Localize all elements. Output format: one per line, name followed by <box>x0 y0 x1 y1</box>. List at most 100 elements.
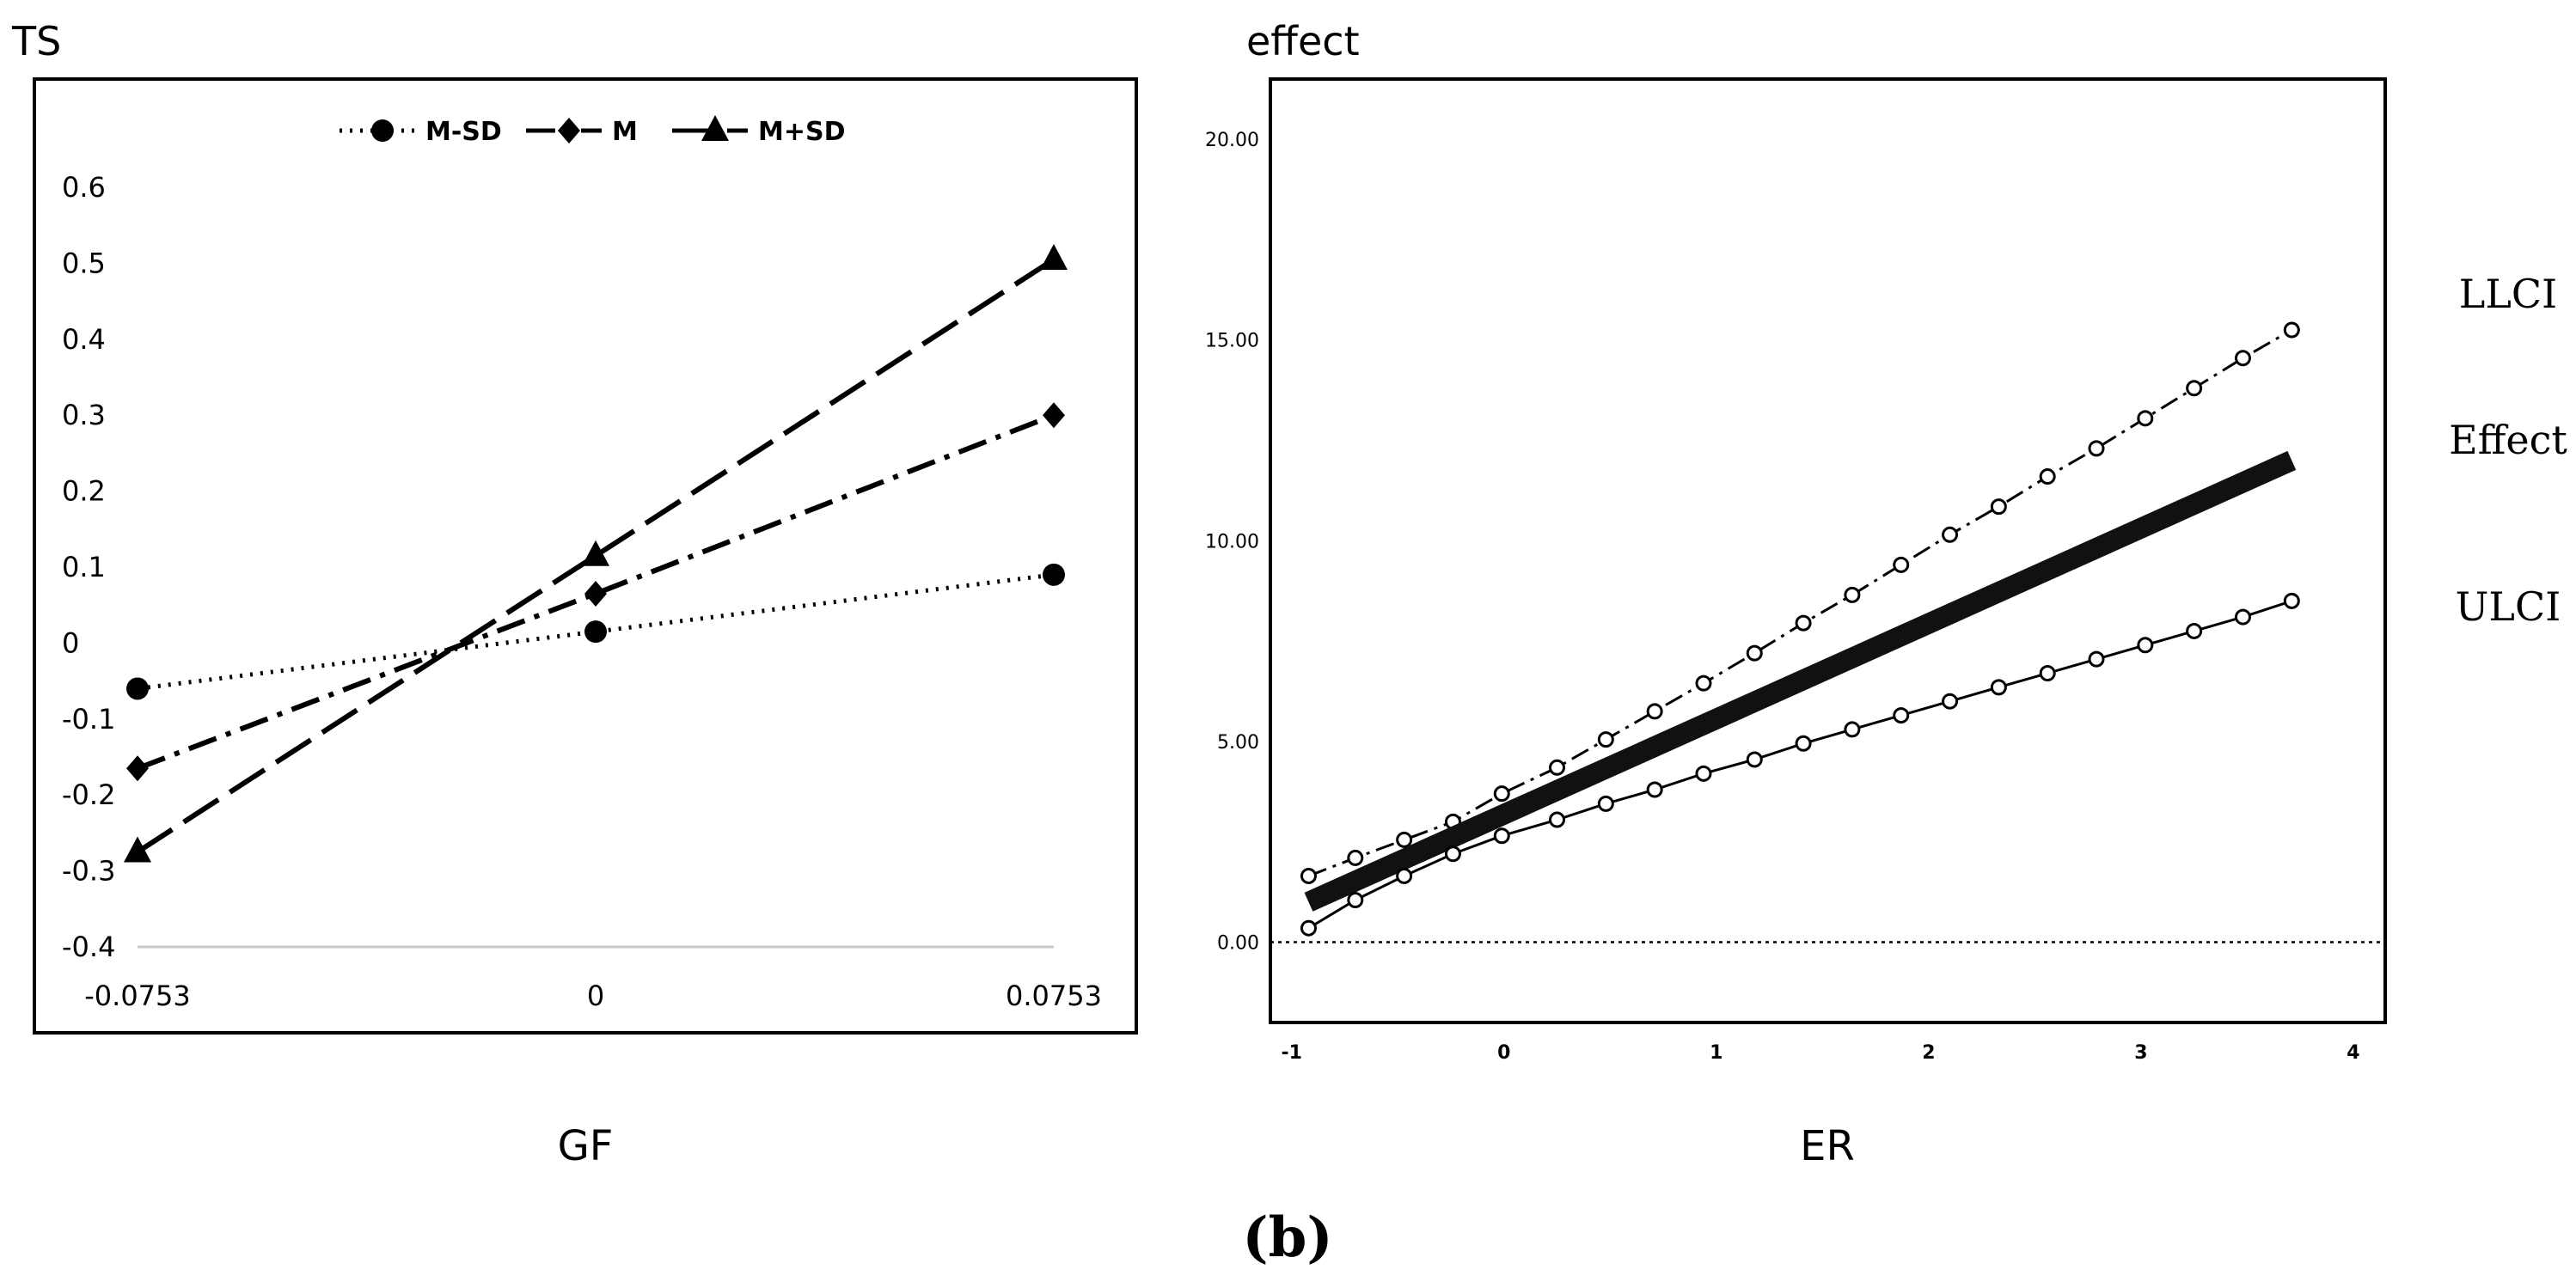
data-point-open-circle <box>1990 679 2007 696</box>
series-line-effect <box>1304 450 2297 912</box>
data-point-open-circle <box>1695 675 1712 692</box>
data-point-open-circle <box>1597 731 1614 748</box>
right-x-tick-label: 1 <box>1710 1042 1722 1064</box>
data-point-open-circle <box>1942 693 1959 710</box>
data-point-open-circle <box>2186 380 2203 397</box>
data-point-open-circle <box>1347 891 1364 908</box>
data-point-open-circle <box>2039 468 2056 485</box>
right-y-tick-label: 10.00 <box>1205 531 1259 552</box>
data-point-open-circle <box>1300 867 1317 884</box>
left-y-tick-label: 0.6 <box>62 171 106 204</box>
data-point-open-circle <box>1549 759 1566 776</box>
left-y-tick-label: 0 <box>62 626 79 659</box>
legend-marker-triangle <box>701 115 729 141</box>
data-point-open-circle <box>2186 622 2203 639</box>
data-point-open-circle <box>1347 849 1364 866</box>
data-point-open-circle <box>2088 440 2105 457</box>
data-point-open-circle <box>1844 586 1861 603</box>
left-chart-frame <box>33 77 1138 1035</box>
data-point-circle <box>1043 563 1065 586</box>
left-x-ticks: -0.0753 0 0.0753 <box>84 980 1102 1012</box>
data-point-diamond <box>584 580 607 607</box>
data-point-open-circle <box>2283 321 2300 339</box>
data-point-open-circle <box>2039 665 2056 682</box>
left-y-tick-label: -0.3 <box>62 855 115 888</box>
right-x-tick-label: 3 <box>2134 1042 2147 1064</box>
legend-label-llci: LLCI <box>2459 271 2557 317</box>
left-series-group <box>124 243 1068 863</box>
right-x-ticks: -1 0 1 2 3 4 <box>1281 1042 2359 1064</box>
right-chart-frame <box>1269 77 2387 1024</box>
data-point-open-circle <box>1444 845 1461 863</box>
data-point-open-circle <box>2283 592 2300 609</box>
data-point-triangle <box>1040 243 1068 270</box>
legend-label: M-SD <box>425 117 502 147</box>
legend-marker-circle <box>371 119 394 142</box>
data-point-open-circle <box>1695 765 1712 782</box>
data-point-open-circle <box>1396 867 1413 884</box>
data-point-open-circle <box>1942 526 1959 543</box>
data-point-triangle <box>582 540 609 566</box>
left-x-axis-title: GF <box>558 1122 614 1170</box>
data-point-open-circle <box>1990 498 2007 516</box>
left-x-tick-label: 0.0753 <box>1006 980 1102 1012</box>
data-point-open-circle <box>1746 751 1763 768</box>
left-y-ticks: 0.6 0.5 0.4 0.3 0.2 0.1 0 -0.1 -0.2 -0.3 -0.4 <box>62 171 115 963</box>
data-point-open-circle <box>1795 614 1812 632</box>
right-y-tick-label: 0.00 <box>1217 933 1259 955</box>
right-x-tick-label: -1 <box>1281 1042 1301 1064</box>
right-y-tick-label: 15.00 <box>1205 331 1259 352</box>
data-point-open-circle <box>2137 637 2154 654</box>
data-point-open-circle <box>2234 608 2251 626</box>
data-point-diamond <box>126 755 149 782</box>
data-point-open-circle <box>1746 644 1763 662</box>
left-legend: M-SD M M+SD <box>340 115 846 147</box>
data-point-circle <box>584 620 607 644</box>
left-y-tick-label: 0.2 <box>62 475 106 508</box>
data-point-open-circle <box>1893 707 1910 724</box>
data-point-circle <box>126 677 149 700</box>
left-y-tick-label: -0.1 <box>62 703 115 736</box>
data-point-diamond <box>1043 402 1065 429</box>
left-y-tick-label: -0.2 <box>62 778 115 811</box>
data-point-open-circle <box>1493 785 1510 803</box>
data-point-open-circle <box>1893 556 1910 573</box>
data-point-open-circle <box>1597 795 1614 812</box>
right-y-ticks: 20.00 15.00 10.00 5.00 0.00 <box>1205 130 1259 954</box>
data-point-open-circle <box>2137 410 2154 427</box>
data-point-open-circle <box>2088 650 2105 668</box>
right-chart: effect ER 20.00 15.00 10.00 5.00 0.00 -1 0 1 2 3… <box>1205 18 2567 1170</box>
legend-label-effect: Effect <box>2449 417 2567 463</box>
right-x-tick-label: 0 <box>1497 1042 1510 1064</box>
data-point-open-circle <box>1844 721 1861 738</box>
right-x-tick-label: 4 <box>2347 1042 2359 1064</box>
legend-label-ulci: ULCI <box>2456 583 2561 630</box>
right-y-tick-label: 5.00 <box>1217 732 1259 754</box>
data-point-open-circle <box>1795 735 1812 752</box>
left-x-tick-label: -0.0753 <box>84 980 191 1012</box>
data-point-open-circle <box>2234 350 2251 367</box>
data-point-triangle <box>124 836 151 863</box>
legend-marker-diamond <box>558 118 580 143</box>
right-legend: LLCI Effect ULCI <box>2449 271 2567 630</box>
right-y-tick-label: 20.00 <box>1205 130 1259 151</box>
legend-label: M <box>612 117 638 147</box>
right-x-axis-title: ER <box>1800 1122 1855 1170</box>
right-series-group <box>1300 321 2300 937</box>
data-point-open-circle <box>1300 919 1317 937</box>
right-x-tick-label: 2 <box>1922 1042 1935 1064</box>
left-y-tick-label: 0.1 <box>62 551 106 583</box>
left-chart: TS GF 0.6 0.5 0.4 0.3 0.2 0.1 0 -0.1 -0.2 -0.3 -0.… <box>11 18 1138 1170</box>
right-y-axis-title: effect <box>1246 18 1360 64</box>
legend-label: M+SD <box>758 117 846 147</box>
left-y-tick-label: 0.4 <box>62 323 106 356</box>
left-x-tick-label: 0 <box>587 980 604 1012</box>
data-point-open-circle <box>1549 811 1566 828</box>
data-point-open-circle <box>1493 827 1510 845</box>
left-y-tick-label: 0.3 <box>62 399 106 431</box>
data-point-open-circle <box>1646 781 1663 798</box>
left-y-axis-title: TS <box>11 18 61 64</box>
left-y-tick-label: -0.4 <box>62 931 115 963</box>
left-y-tick-label: 0.5 <box>62 247 106 279</box>
